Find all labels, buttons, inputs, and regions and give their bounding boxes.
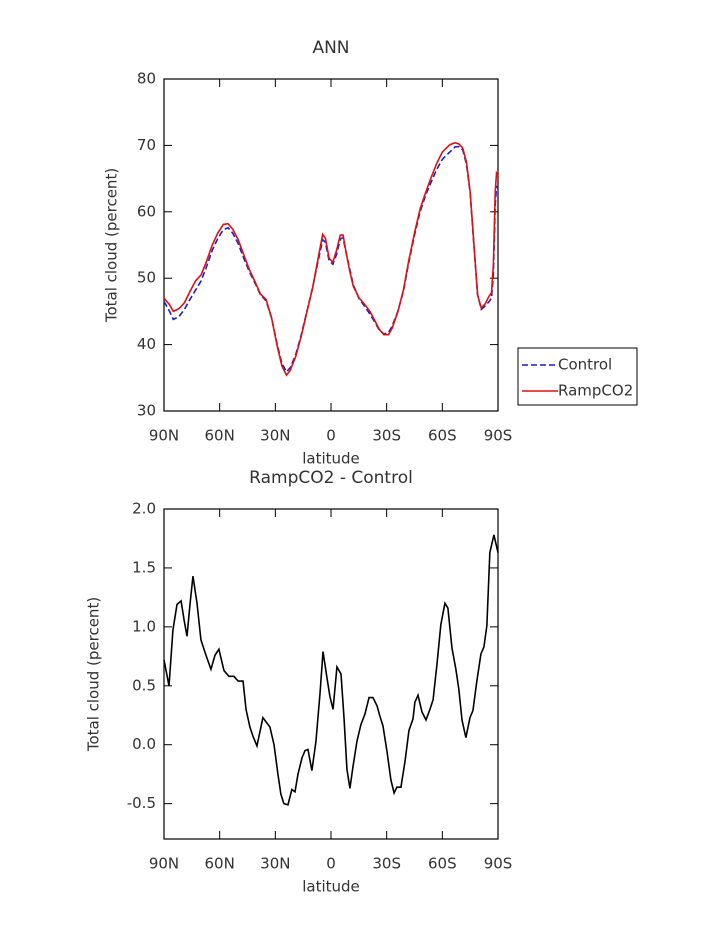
y-axis-label: Total cloud (percent) xyxy=(103,168,121,323)
x-tick-label: 90N xyxy=(149,855,179,873)
chart-title: ANN xyxy=(312,38,349,58)
y-tick-label: 0.0 xyxy=(132,735,156,753)
x-axis-label: latitude xyxy=(302,878,360,896)
y-tick-label: 40 xyxy=(137,335,156,353)
y-tick-label: 30 xyxy=(137,402,156,420)
y-tick-label: -0.5 xyxy=(127,794,156,812)
legend-box xyxy=(517,347,638,406)
legend-label: Control xyxy=(558,356,612,374)
y-tick-label: 1.5 xyxy=(132,558,156,576)
y-axis-label: Total cloud (percent) xyxy=(85,597,103,752)
y-tick-label: 70 xyxy=(137,136,156,154)
plot-frame xyxy=(163,78,499,412)
y-tick-label: 80 xyxy=(137,70,156,88)
x-tick-label: 90S xyxy=(484,855,513,873)
data-line xyxy=(163,534,499,806)
data-line xyxy=(163,141,499,377)
x-tick-label: 60S xyxy=(428,855,457,873)
x-tick-label: 60S xyxy=(428,427,457,445)
x-tick-label: 30S xyxy=(372,855,401,873)
x-tick-label: 0 xyxy=(326,855,336,873)
x-tick-label: 30N xyxy=(260,855,290,873)
x-axis-label: latitude xyxy=(302,450,360,468)
plot-frame xyxy=(163,508,499,840)
y-tick-label: 60 xyxy=(137,202,156,220)
x-tick-label: 30N xyxy=(260,427,290,445)
y-tick-label: 0.5 xyxy=(132,676,156,694)
x-tick-label: 0 xyxy=(326,427,336,445)
x-tick-label: 30S xyxy=(372,427,401,445)
y-tick-label: 50 xyxy=(137,269,156,287)
chart-title: RampCO2 - Control xyxy=(249,468,413,488)
legend-label: RampCO2 xyxy=(558,382,633,400)
x-tick-label: 60N xyxy=(205,855,235,873)
y-tick-label: 1.0 xyxy=(132,617,156,635)
x-tick-label: 90S xyxy=(484,427,513,445)
x-tick-label: 90N xyxy=(149,427,179,445)
x-tick-label: 60N xyxy=(205,427,235,445)
y-tick-label: 2.0 xyxy=(132,500,156,518)
